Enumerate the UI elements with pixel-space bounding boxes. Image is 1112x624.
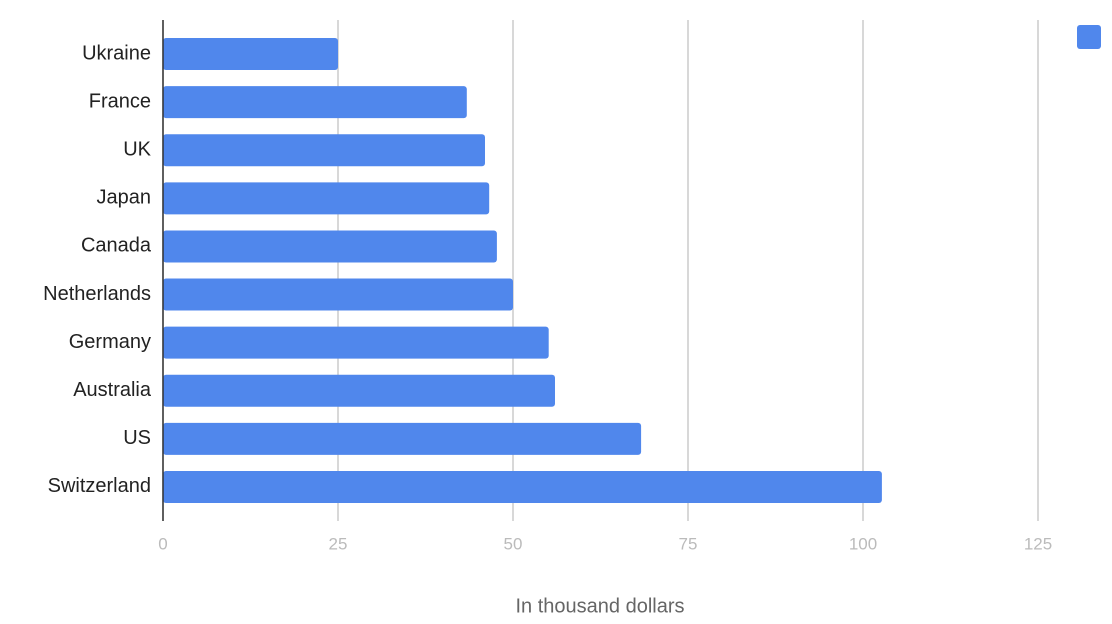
x-tick-label: 125 (1024, 534, 1052, 553)
bar (163, 38, 338, 71)
y-tick-label: France (89, 90, 151, 112)
x-tick-label: 25 (329, 534, 348, 553)
bar (163, 134, 485, 167)
y-tick-label: Ukraine (82, 42, 151, 64)
y-tick-label: Japan (97, 187, 152, 209)
y-tick-label: US (123, 427, 151, 449)
y-tick-label: Netherlands (43, 283, 151, 305)
bar (163, 326, 549, 359)
x-axis-title: In thousand dollars (515, 595, 684, 617)
y-tick-label: Canada (81, 235, 152, 257)
bar (163, 470, 882, 503)
legend-swatch (1077, 25, 1101, 49)
y-tick-label: UK (123, 139, 151, 161)
bar (163, 86, 467, 119)
bar (163, 182, 490, 215)
y-tick-label: Germany (69, 331, 151, 353)
bar (163, 374, 555, 407)
x-tick-label: 0 (158, 534, 167, 553)
x-tick-label: 75 (679, 534, 698, 553)
bar (163, 230, 497, 263)
bar (163, 422, 642, 455)
bar (163, 278, 513, 311)
x-tick-label: 100 (849, 534, 877, 553)
y-tick-label: Australia (73, 379, 152, 401)
y-tick-label: Switzerland (48, 475, 151, 497)
x-tick-label: 50 (504, 534, 523, 553)
